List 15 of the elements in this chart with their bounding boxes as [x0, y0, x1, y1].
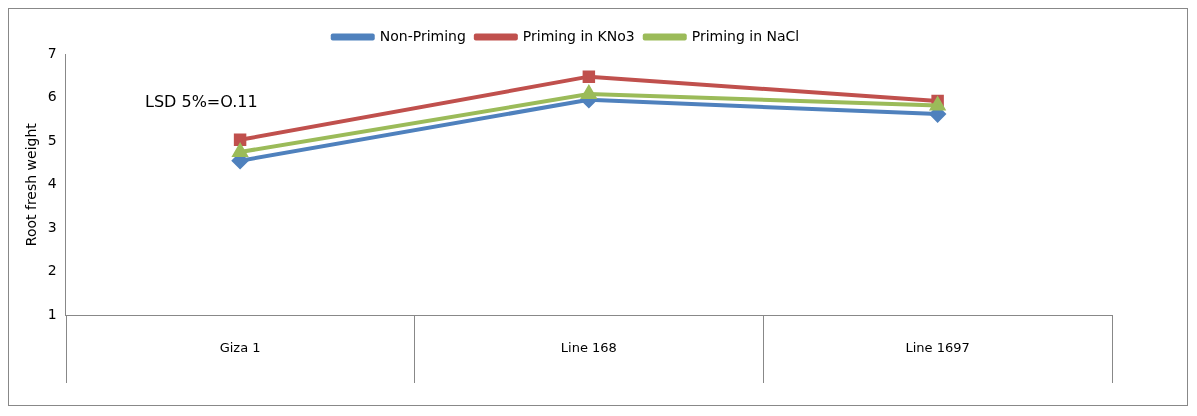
x-tick-label: Line 168 — [560, 339, 617, 355]
annotation: LSD 5%=O.11 — [145, 92, 258, 111]
y-tick-label: 5 — [47, 131, 57, 148]
y-axis-title: Root fresh weight — [23, 122, 40, 247]
x-tick-label: Line 1697 — [905, 339, 970, 355]
legend-label: Priming in NaCl — [691, 27, 800, 44]
legend-label: Non-Priming — [379, 27, 466, 44]
y-tick-label: 1 — [47, 306, 57, 323]
y-tick-label: 3 — [47, 218, 57, 235]
x-tick-label: Giza 1 — [219, 339, 261, 355]
y-tick-label: 2 — [47, 262, 57, 279]
y-tick-label: 7 — [47, 44, 57, 61]
legend-label: Priming in KNo3 — [522, 27, 635, 44]
y-tick-label: 6 — [47, 88, 57, 105]
y-tick-label: 4 — [47, 175, 57, 192]
